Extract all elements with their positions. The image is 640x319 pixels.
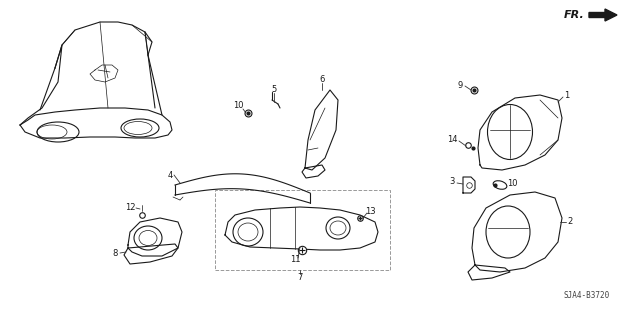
Text: 10: 10 xyxy=(233,101,243,110)
Text: 11: 11 xyxy=(290,256,300,264)
Text: 14: 14 xyxy=(447,136,457,145)
FancyArrow shape xyxy=(589,9,617,21)
Text: 6: 6 xyxy=(319,76,324,85)
Text: 10: 10 xyxy=(507,180,517,189)
Bar xyxy=(215,190,390,270)
Text: 7: 7 xyxy=(298,272,303,281)
Text: 12: 12 xyxy=(125,203,135,211)
Text: 4: 4 xyxy=(168,170,173,180)
Text: 2: 2 xyxy=(568,218,573,226)
Text: 3: 3 xyxy=(449,177,454,187)
Text: SJA4-B3720: SJA4-B3720 xyxy=(564,291,610,300)
Text: 8: 8 xyxy=(112,249,118,257)
Text: 1: 1 xyxy=(564,91,570,100)
Text: FR.: FR. xyxy=(564,10,585,20)
Text: 5: 5 xyxy=(271,85,276,94)
Text: 9: 9 xyxy=(458,80,463,90)
Text: 13: 13 xyxy=(365,207,375,217)
